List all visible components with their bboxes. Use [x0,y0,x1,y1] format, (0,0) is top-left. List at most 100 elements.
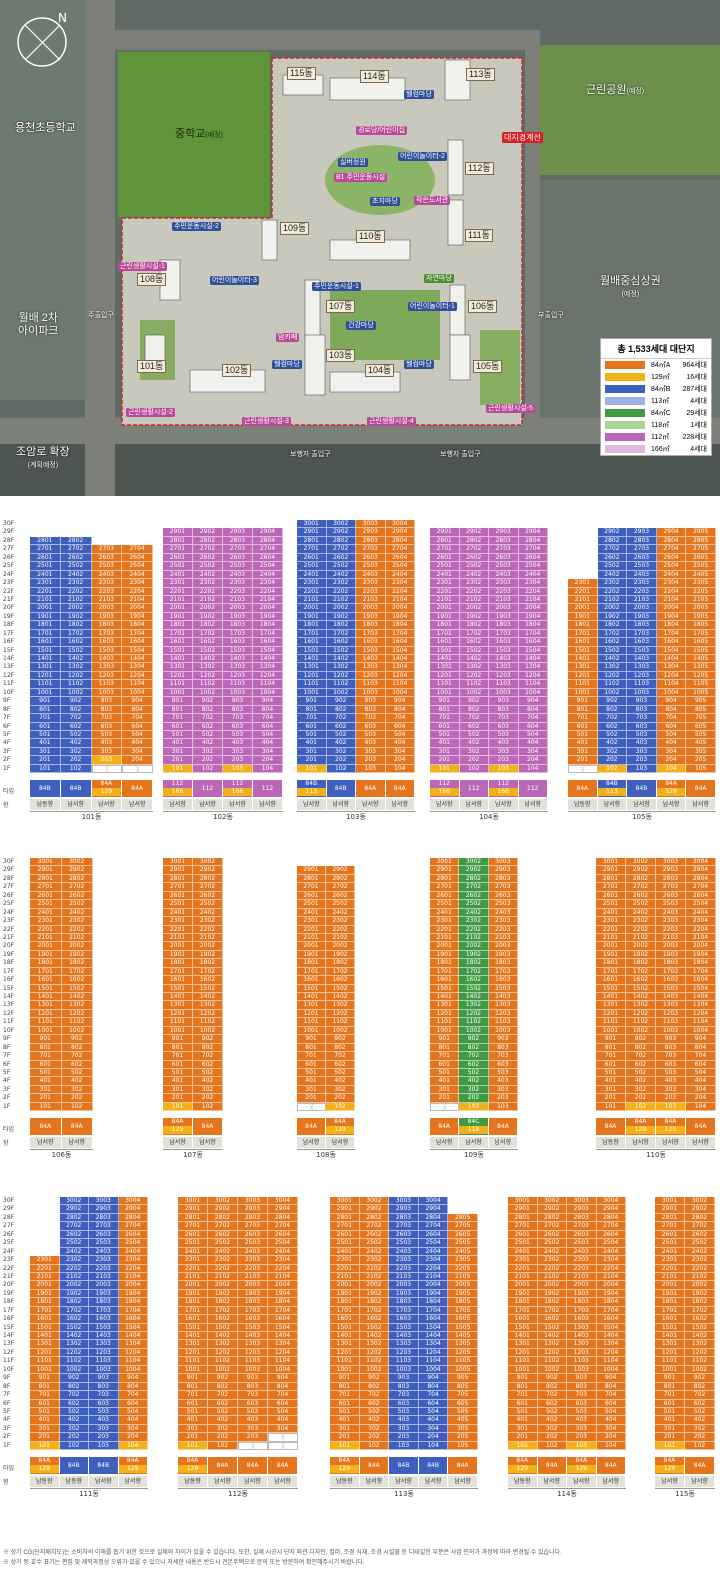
unit-cell: 1301 [430,663,460,672]
unit-cell: 702 [59,1391,89,1400]
unit-cell: 201 [30,1433,60,1442]
unit-cell: 1604 [418,1315,449,1324]
unit-cell: 502 [537,1407,567,1417]
unit-cell: 3001 [655,1197,685,1206]
direction-cell: 남동향 [330,1475,360,1487]
unit-cell: 2804 [268,1213,298,1223]
legend-swatch [605,397,645,405]
unit-cell: 503 [89,1407,119,1417]
unit-cell: 705 [686,714,716,723]
unit-cell: 1701 [30,1306,60,1316]
unit-cell: 2701 [430,545,460,554]
unit-cell: 401 [30,739,61,748]
unit-cell: 602 [685,1399,715,1408]
unit-cell: 2002 [459,604,489,613]
unit-cell: 2302 [208,1256,238,1265]
unit-cell: 1301 [163,1001,193,1010]
unit-cell: 1501 [163,646,193,655]
unit-cell: 401 [430,1077,460,1086]
unit-cell: 2802 [208,1213,238,1223]
unit-cell: 1402 [326,993,355,1002]
unit-cell: 2803 [567,1213,597,1223]
unit-cell: 202 [61,1094,93,1103]
unit-cell: 3001 [163,858,193,867]
unit-cell: 901 [596,1035,626,1044]
floor-label: 27F [3,883,15,891]
unit-cell: 2104 [253,595,283,605]
unit-cell: 2302 [459,579,489,588]
unit-cell: 2402 [459,908,489,918]
unit-cell: 402 [459,739,489,748]
unit-cell: 2902 [626,866,656,875]
direction-cell: 남동향 [59,1475,89,1487]
unit-cell: 105 [448,1441,478,1451]
unit-cell: 2004 [268,1281,298,1290]
unit-cell: 503 [656,1068,686,1078]
unit-cell: 2504 [118,1239,148,1248]
unit-cell: 302 [685,1424,715,1434]
unit-cell: 301 [508,1424,538,1434]
unit-cell: 1902 [537,1289,567,1299]
unit-cell: 604 [686,1060,716,1069]
facility-label: 맘카페 [276,333,300,342]
unit-cell: 601 [430,722,460,731]
unit-cell: 2403 [656,908,686,918]
unit-cell: 1205 [686,671,716,681]
unit-cell: 1902 [60,612,92,622]
unit-cell: 2801 [655,1213,685,1223]
unit-cell [30,1231,60,1239]
unit-cell: 604 [118,1399,148,1408]
unit-cell: 1804 [118,1298,148,1307]
unit-cell: 1304 [686,1001,716,1010]
unit-cell: 1103 [223,680,253,689]
direction-row: 남서향 남서향 남서향 남서향 [430,798,548,810]
floor-label: 1F [3,1441,11,1449]
unit-cell: 203 [91,756,123,765]
unit-cell [92,520,123,528]
unit-cell: 2901 [297,528,327,537]
legend-count: 228세대 [682,434,707,441]
unit-cell: 1604 [656,638,687,647]
unit-cell: 2403 [91,570,123,580]
unit-cell: 102 [626,1102,656,1112]
floor-label: 16F [3,976,15,984]
unit-cell: 1302 [359,1340,390,1349]
unit-cell: 2001 [330,1281,360,1290]
unit-cell: 603 [356,722,386,731]
unit-cell: 904 [518,697,548,706]
unit-cell: 303 [91,747,123,757]
unit-cell: 1501 [430,984,460,993]
park-note: (예정) [626,88,645,95]
unit-cell: 1803 [223,621,253,630]
unit-cell: 1503 [89,1323,119,1332]
unit-cell: 1703 [238,1306,268,1316]
unit-cell: 604 [122,722,153,731]
unit-cell: 1302 [326,663,356,672]
unit-cell: 1102 [326,1018,355,1027]
unit-cell: 1202 [626,1009,656,1019]
unit-cell: 2603 [223,553,253,563]
unit-cell: 1902 [359,1289,390,1299]
facility-label: B1 주민운동시설 [334,173,388,182]
unit-cell: 2702 [61,883,93,892]
unit-cell: 1603 [656,976,686,985]
facility-label: 실버정원 [338,158,368,167]
unit-cell [122,537,153,545]
floor-label: 7F [3,714,11,722]
unit-cell: 2502 [208,1239,238,1248]
unit-cell: 301 [430,747,460,757]
unit-cell: 302 [359,1424,390,1434]
unit-cell: 1802 [60,621,92,630]
unit-cell: 2302 [193,579,223,588]
unit-cell: 1503 [656,984,686,993]
unit-cell: 301 [568,747,598,757]
unit-cell: 502 [326,1068,355,1078]
unit-cell: 1301 [297,663,327,672]
floor-label: 18F [3,959,15,967]
unit-cell: 2601 [430,891,460,901]
type-sub-label: 113 [297,787,326,796]
facility-label: 근린생활시설-4 [367,417,416,426]
unit-cell: 901 [508,1374,538,1383]
unit-cell: 1102 [61,1018,93,1027]
unit-cell: 1602 [61,976,93,985]
